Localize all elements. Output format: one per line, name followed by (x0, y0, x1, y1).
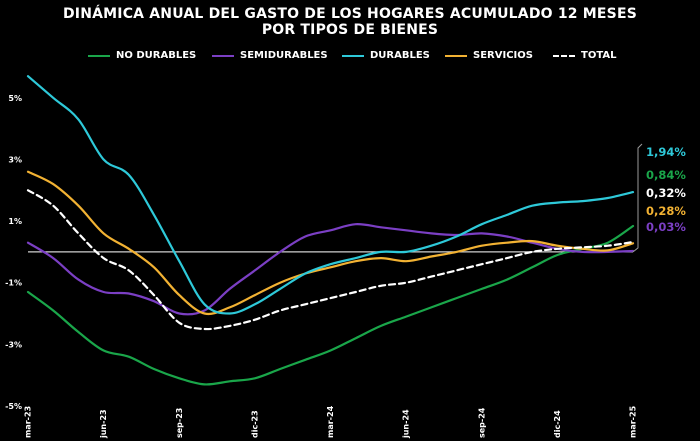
end-label-bracket (632, 143, 643, 253)
y-tick-label: -1% (5, 279, 22, 288)
series-line-servicios (26, 170, 635, 316)
end-value-label: 1,94% (646, 145, 686, 159)
y-tick-label: 3% (8, 155, 22, 164)
legend-swatch (212, 54, 234, 57)
legend-item-servicios: SERVICIOS (445, 50, 533, 61)
legend-label: DURABLES (370, 50, 430, 61)
chart-legend: NO DURABLES SEMIDURABLES DURABLES SERVIC… (0, 50, 700, 64)
x-tick-label: mar-24 (326, 405, 335, 438)
x-tick-label: mar-23 (24, 406, 33, 438)
x-tick-label: dic-23 (250, 410, 259, 438)
legend-label: TOTAL (581, 50, 617, 61)
chart-title-line2: POR TIPOS DE BIENES (261, 22, 439, 38)
y-tick-label: 1% (8, 217, 22, 226)
series-line-semidurables (26, 223, 635, 316)
chart-title: DINÁMICA ANUAL DEL GASTO DE LOS HOGARES … (0, 6, 700, 38)
legend-item-no-durables: NO DURABLES (88, 50, 196, 61)
legend-item-durables: DURABLES (342, 50, 430, 61)
series-line-durables (26, 75, 635, 315)
legend-item-semidurables: SEMIDURABLES (212, 50, 328, 61)
legend-swatch (445, 54, 467, 57)
series-line-total (26, 189, 635, 331)
end-value-label: 0,28% (646, 204, 686, 218)
end-value-label: 0,32% (646, 186, 686, 200)
x-tick-label: mar-25 (629, 405, 638, 438)
y-tick-label: -3% (5, 340, 22, 349)
legend-label: SEMIDURABLES (240, 50, 328, 61)
series-line-no-durables (26, 224, 635, 386)
y-tick-label: -5% (5, 402, 22, 411)
x-tick-label: dic-24 (553, 410, 562, 438)
end-value-label: 0,84% (646, 168, 686, 182)
x-tick-label: jun-23 (99, 409, 108, 439)
chart-title-line1: DINÁMICA ANUAL DEL GASTO DE LOS HOGARES … (62, 6, 638, 22)
x-tick-label: sep-23 (175, 408, 184, 438)
legend-label: NO DURABLES (116, 50, 197, 61)
legend-item-total: TOTAL (553, 50, 616, 61)
legend-label: SERVICIOS (473, 50, 533, 61)
y-tick-label: 5% (8, 94, 22, 103)
legend-swatch (342, 54, 364, 57)
legend-swatch (553, 54, 575, 57)
legend-swatch (88, 54, 110, 57)
x-tick-label: jun-24 (402, 409, 411, 439)
end-value-label: 0,03% (646, 220, 686, 234)
x-tick-label: sep-24 (477, 407, 486, 438)
